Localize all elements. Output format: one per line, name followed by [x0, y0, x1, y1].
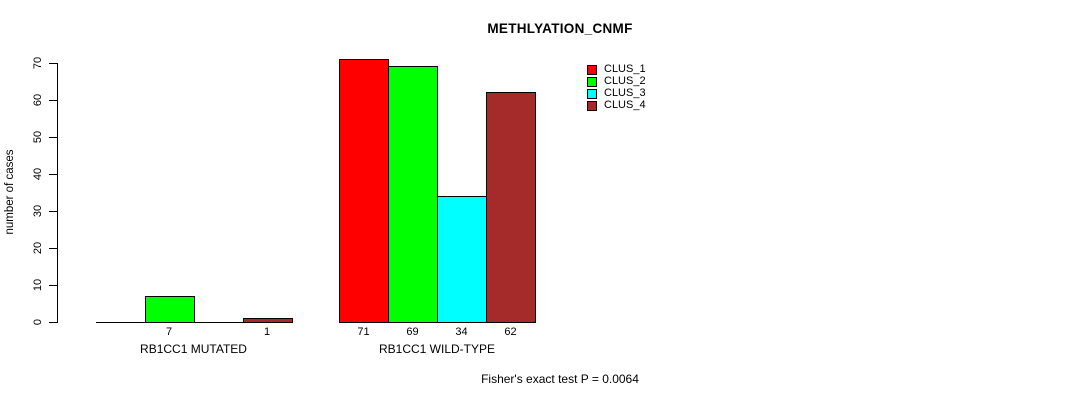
bar-count-label: 34 — [455, 326, 468, 338]
bar-count-label: 62 — [504, 326, 517, 338]
legend-item: CLUS_3 — [587, 88, 646, 99]
bar-clus_1-wild-type — [339, 59, 389, 323]
y-tick-mark — [49, 211, 57, 212]
y-tick-label: 40 — [32, 167, 44, 181]
y-tick-label: 30 — [32, 204, 44, 218]
y-tick-label: 10 — [32, 278, 44, 292]
bar-clus_2-wild-type — [388, 66, 438, 323]
legend-label: CLUS_4 — [604, 99, 646, 111]
y-tick-mark — [49, 100, 57, 101]
group-label: RB1CC1 MUTATED — [140, 342, 247, 356]
fisher-test-annotation: Fisher's exact test P = 0.0064 — [481, 372, 639, 386]
group-label: RB1CC1 WILD-TYPE — [378, 342, 496, 356]
y-tick-label: 70 — [32, 56, 44, 70]
legend-item: CLUS_2 — [587, 76, 646, 87]
y-tick-mark — [49, 322, 57, 323]
y-tick-label: 50 — [32, 130, 44, 144]
y-tick-mark — [49, 248, 57, 249]
y-tick-label: 20 — [32, 241, 44, 255]
legend-swatch-icon — [587, 88, 597, 99]
bar-count-label: 1 — [263, 326, 271, 338]
legend-label: CLUS_1 — [604, 63, 646, 75]
y-tick-mark — [49, 174, 57, 175]
bar-clus_4-mutated — [242, 318, 293, 323]
legend-swatch-icon — [587, 64, 597, 75]
legend-item: CLUS_4 — [587, 100, 646, 111]
legend-swatch-icon — [587, 76, 597, 87]
legend-swatch-icon — [587, 100, 597, 111]
y-tick-label: 0 — [32, 318, 44, 326]
bar-clus_4-wild-type — [486, 92, 536, 323]
bar-count-label: 71 — [357, 326, 370, 338]
legend-label: CLUS_3 — [604, 87, 646, 99]
y-tick-mark — [49, 285, 57, 286]
bar-clus_3-wild-type — [437, 196, 487, 323]
y-tick-label: 60 — [32, 93, 44, 107]
bar-count-label: 69 — [406, 326, 419, 338]
y-tick-mark — [49, 137, 57, 138]
bar-clus_2-mutated — [144, 296, 195, 323]
legend-item: CLUS_1 — [587, 64, 646, 75]
y-axis — [57, 63, 58, 323]
bar-count-label: 7 — [165, 326, 173, 338]
y-axis-label: number of cases — [4, 149, 16, 235]
legend-label: CLUS_2 — [604, 75, 646, 87]
y-tick-mark — [49, 63, 57, 64]
chart-title: METHLYATION_CNMF — [487, 21, 633, 36]
legend: CLUS_1 CLUS_2 CLUS_3 CLUS_4 — [587, 64, 646, 111]
